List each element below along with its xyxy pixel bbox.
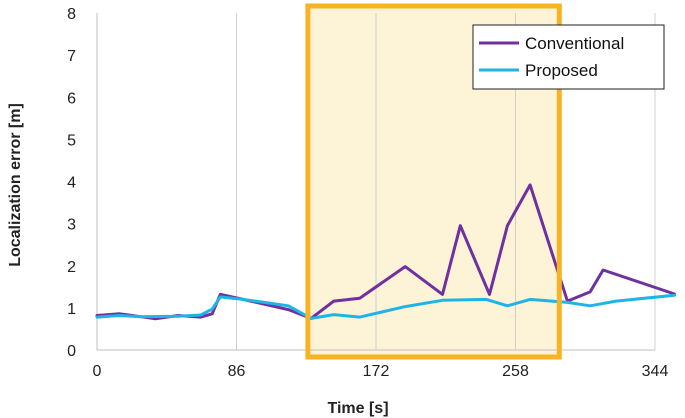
x-tick-label: 258 xyxy=(502,363,529,380)
y-tick-label: 0 xyxy=(67,343,76,360)
y-tick-label: 8 xyxy=(67,6,76,23)
legend-label-proposed: Proposed xyxy=(525,61,598,80)
y-axis-title: Localization error [m] xyxy=(7,103,24,267)
x-tick-label: 172 xyxy=(363,363,390,380)
highlight-border xyxy=(305,3,562,360)
series-lines xyxy=(95,183,676,321)
y-tick-label: 5 xyxy=(67,132,76,149)
legend: Conventional Proposed xyxy=(472,24,665,90)
highlight-frame xyxy=(305,3,562,360)
y-tick-label: 1 xyxy=(67,301,76,318)
x-tick-label: 86 xyxy=(228,363,246,380)
series-line-proposed xyxy=(95,293,676,320)
axes xyxy=(96,13,655,351)
y-tick-label: 7 xyxy=(67,48,76,65)
legend-box xyxy=(472,24,665,90)
y-tick-label: 6 xyxy=(67,90,76,107)
legend-label-conventional: Conventional xyxy=(525,34,624,53)
y-tick-label: 3 xyxy=(67,217,76,234)
x-tick-label: 0 xyxy=(93,363,102,380)
x-tick-label: 344 xyxy=(642,363,669,380)
tick-labels: 0 1 2 3 4 5 6 7 8 0 86 172 258 344 xyxy=(67,6,668,380)
y-tick-label: 2 xyxy=(67,259,76,276)
y-tick-label: 4 xyxy=(67,175,76,192)
x-axis-title: Time [s] xyxy=(327,400,388,417)
